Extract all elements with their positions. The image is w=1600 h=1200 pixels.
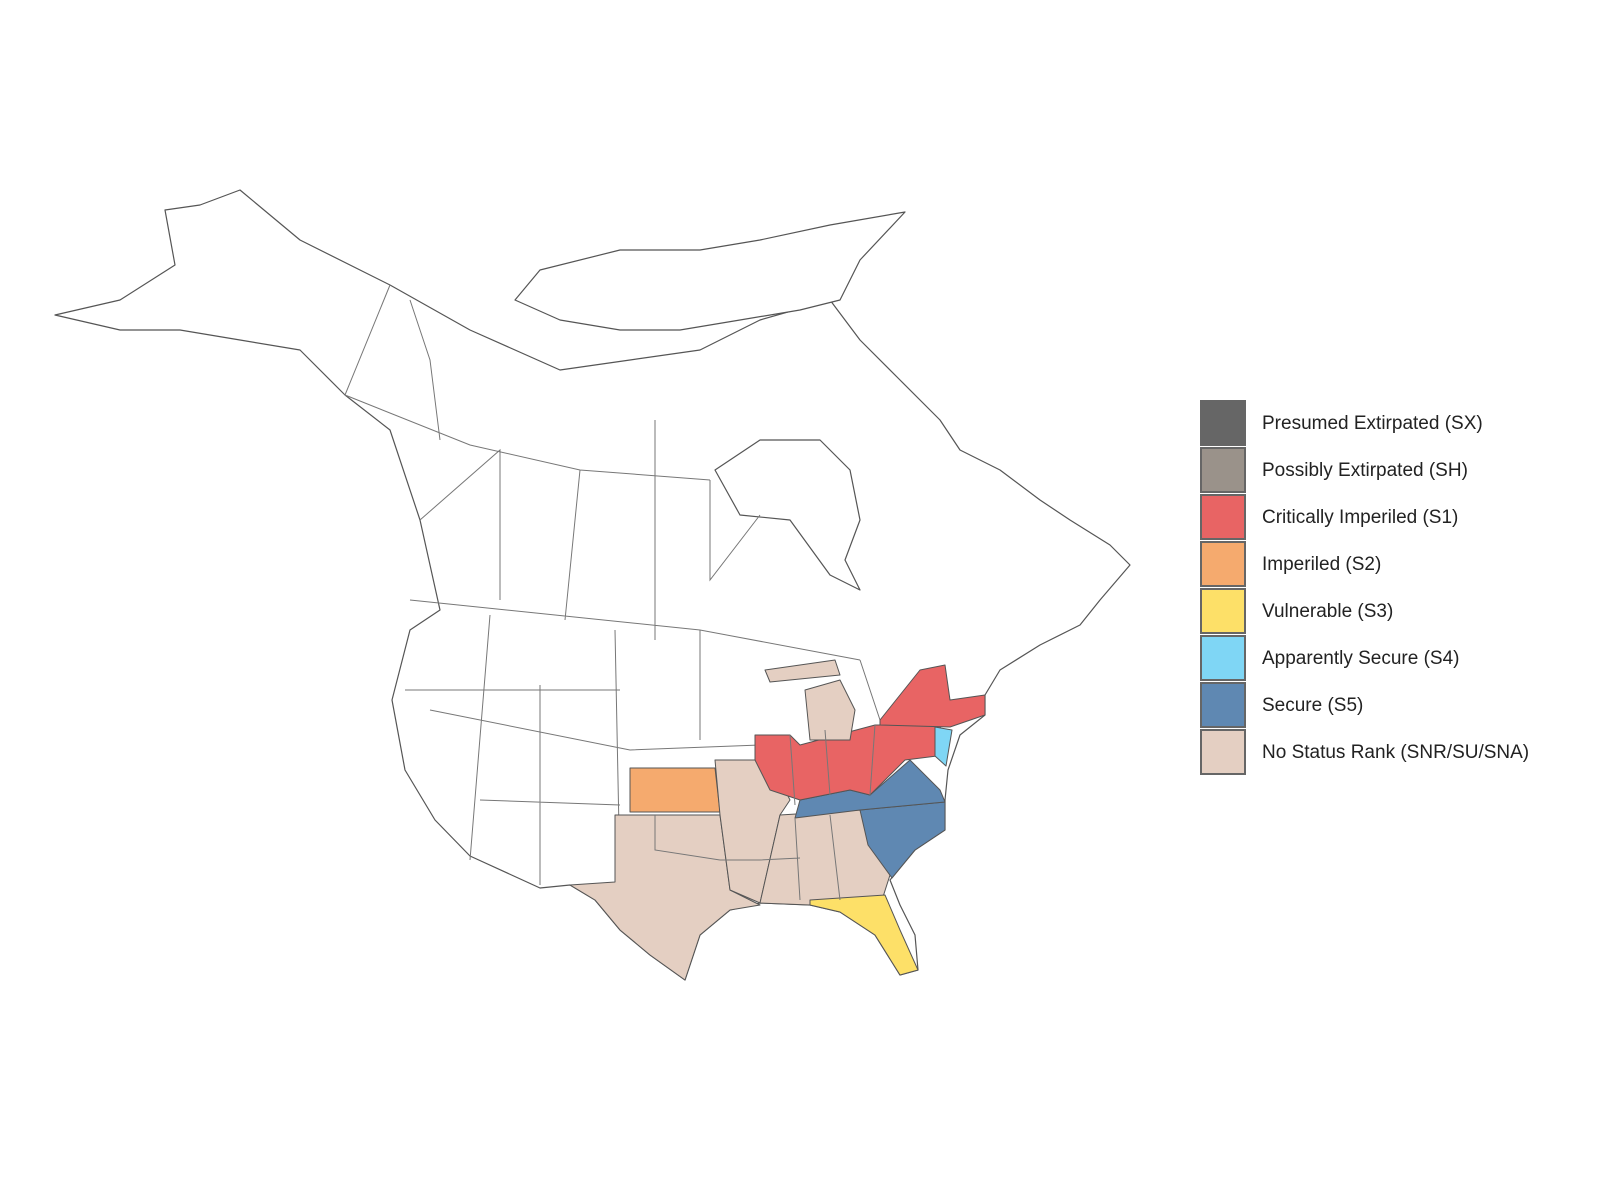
legend-label: Secure (S5) <box>1262 695 1363 716</box>
legend-swatch <box>1200 682 1246 728</box>
boundaries <box>344 284 881 885</box>
legend-swatch <box>1200 447 1246 493</box>
legend-label: No Status Rank (SNR/SU/SNA) <box>1262 742 1529 763</box>
region <box>754 724 946 801</box>
legend-label: Apparently Secure (S4) <box>1262 648 1460 669</box>
legend-swatch <box>1200 494 1246 540</box>
legend-label: Possibly Extirpated (SH) <box>1262 460 1468 481</box>
region <box>809 894 919 976</box>
legend-label: Vulnerable (S3) <box>1262 601 1393 622</box>
legend-swatch <box>1200 400 1246 446</box>
region <box>879 664 986 728</box>
region <box>629 767 721 813</box>
region-boundaries <box>654 724 876 901</box>
ranked-regions <box>569 659 986 981</box>
region <box>934 726 953 767</box>
arctic-islands <box>514 211 906 331</box>
legend-swatch <box>1200 635 1246 681</box>
region <box>804 679 856 741</box>
legend: Presumed Extirpated (SX) Possibly Extirpa… <box>1200 400 1529 775</box>
hudson-bay <box>714 439 861 591</box>
region <box>764 659 841 683</box>
legend-label: Presumed Extirpated (SX) <box>1262 413 1483 434</box>
legend-label: Critically Imperiled (S1) <box>1262 507 1458 528</box>
legend-swatch <box>1200 588 1246 634</box>
legend-swatch <box>1200 729 1246 775</box>
legend-label: Imperiled (S2) <box>1262 554 1381 575</box>
basemap <box>54 189 1131 981</box>
legend-swatch <box>1200 541 1246 587</box>
